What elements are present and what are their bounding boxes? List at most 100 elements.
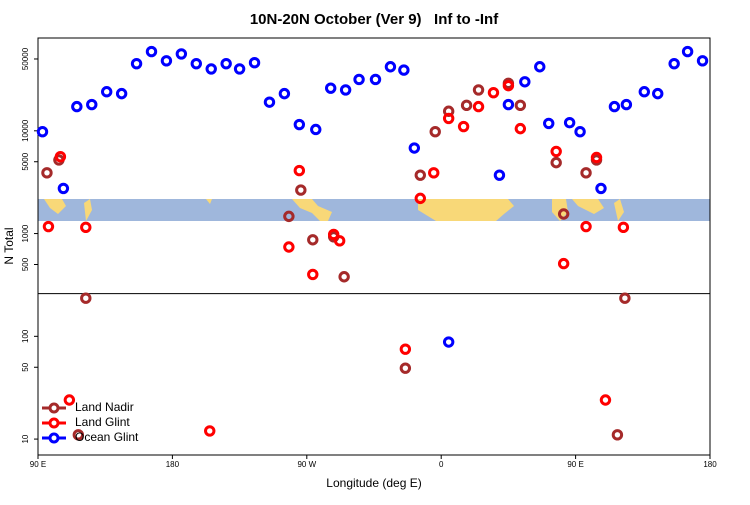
point — [574, 126, 586, 138]
y-tick-label: 5000 — [21, 152, 30, 170]
point — [557, 257, 570, 270]
point — [86, 98, 98, 111]
point — [550, 156, 562, 169]
point — [472, 84, 485, 96]
point — [54, 150, 67, 163]
point — [283, 241, 295, 253]
point — [550, 145, 562, 158]
point — [145, 45, 158, 58]
point — [263, 96, 276, 108]
point — [638, 86, 650, 98]
point — [608, 100, 621, 113]
point — [293, 118, 306, 131]
legend-label: Land Nadir — [75, 400, 134, 414]
point — [324, 82, 337, 94]
x-tick-label: 180 — [703, 460, 717, 469]
point — [369, 73, 382, 86]
legend-marker — [48, 402, 60, 414]
y-tick-label: 50 — [21, 362, 30, 371]
point — [428, 167, 440, 179]
point — [611, 429, 624, 441]
point — [248, 56, 261, 69]
point — [502, 98, 515, 111]
point — [696, 55, 709, 67]
point — [310, 123, 322, 136]
point — [190, 57, 202, 70]
point — [472, 100, 485, 113]
point — [414, 192, 426, 205]
point — [514, 99, 527, 112]
point — [233, 63, 246, 75]
point — [457, 120, 470, 133]
point — [42, 220, 55, 233]
y-axis-label: N Total — [2, 227, 16, 264]
point — [57, 182, 70, 195]
point — [41, 167, 53, 179]
y-tick-label: 10000 — [21, 119, 30, 142]
point — [460, 99, 473, 112]
point — [620, 98, 633, 111]
x-tick-label: 180 — [166, 460, 180, 469]
x-tick-label: 90 E — [30, 460, 46, 469]
point — [563, 116, 576, 129]
point — [493, 169, 506, 181]
point — [442, 112, 455, 125]
point — [514, 122, 527, 135]
point — [80, 221, 92, 234]
point — [205, 63, 217, 75]
point — [414, 169, 426, 181]
point — [307, 234, 319, 246]
point — [408, 142, 421, 154]
point — [599, 394, 612, 406]
point — [339, 84, 352, 96]
point — [487, 86, 500, 99]
point — [534, 61, 546, 73]
plot-frame — [37, 37, 711, 456]
point — [100, 86, 113, 98]
point — [595, 182, 607, 195]
point — [668, 57, 680, 70]
point — [293, 164, 306, 177]
x-tick-label: 90 E — [567, 460, 583, 469]
point — [384, 61, 397, 73]
point — [278, 87, 291, 100]
legend-marker — [48, 432, 60, 444]
point — [557, 208, 570, 220]
point — [399, 362, 412, 374]
legend-label: Land Glint — [75, 415, 130, 429]
y-tick-label: 10 — [21, 434, 30, 443]
point — [502, 79, 515, 92]
point — [295, 184, 307, 196]
y-tick-label: 500 — [21, 257, 30, 271]
legend-marker — [48, 417, 60, 429]
point — [338, 271, 350, 283]
point — [307, 268, 319, 281]
point — [580, 167, 592, 179]
point — [72, 429, 85, 441]
point — [71, 100, 83, 113]
point — [543, 117, 555, 130]
point — [353, 73, 365, 86]
point — [115, 87, 128, 100]
y-tick-label: 1000 — [21, 224, 30, 242]
point — [580, 220, 592, 233]
point — [442, 336, 455, 348]
point — [652, 87, 664, 100]
point — [333, 235, 346, 247]
legend-label: Ocean Glint — [75, 430, 139, 444]
point — [283, 210, 295, 223]
map-strip — [38, 199, 710, 221]
x-axis-label: Longitude (deg E) — [326, 476, 421, 490]
point — [204, 425, 216, 437]
x-tick-label: 0 — [439, 460, 444, 469]
point — [80, 292, 92, 304]
point — [619, 292, 631, 304]
point — [681, 45, 694, 58]
y-tick-label: 50000 — [21, 47, 30, 70]
point — [36, 126, 49, 138]
point — [327, 228, 340, 241]
chart-title: 10N-20N October (Ver 9) Inf to -Inf — [250, 11, 499, 28]
y-tick-label: 100 — [21, 329, 30, 343]
point — [175, 48, 188, 60]
